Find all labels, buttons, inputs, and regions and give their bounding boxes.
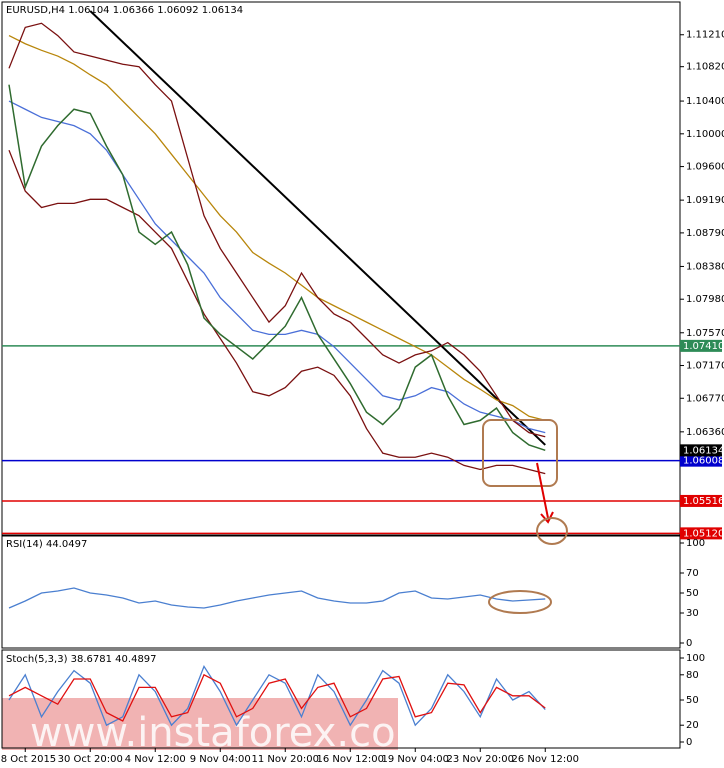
y-tick-label: 1.10820 xyxy=(686,62,724,73)
x-tick-label: 4 Nov 12:00 xyxy=(125,754,186,765)
level-label: 1.05120 xyxy=(683,528,724,539)
x-tick-label: 16 Nov 12:00 xyxy=(317,754,384,765)
y-tick-label: 1.06360 xyxy=(686,427,724,438)
level-box xyxy=(680,494,722,507)
y-tick-label: 1.07980 xyxy=(686,294,724,305)
y-tick-label: 0 xyxy=(686,638,692,649)
y-tick-label: 100 xyxy=(686,538,705,549)
series-line xyxy=(8,664,546,727)
level-label: 1.06008 xyxy=(683,456,724,467)
y-tick-label: 0 xyxy=(686,737,692,748)
series-line xyxy=(8,84,546,452)
y-tick-label: 80 xyxy=(686,670,699,681)
rsi-title: RSI(14) 44.0497 xyxy=(6,539,87,550)
series-line xyxy=(8,22,546,438)
arrow-head xyxy=(540,511,554,524)
y-tick-label: 70 xyxy=(686,568,699,579)
y-tick-label: 30 xyxy=(686,608,699,619)
y-tick-label: 1.11210 xyxy=(686,30,724,41)
series-line xyxy=(8,587,546,609)
trendline xyxy=(89,10,546,446)
highlight-box xyxy=(482,419,558,487)
main-pane xyxy=(1,1,681,536)
main-title: EURUSD,H4 1.06104 1.06366 1.06092 1.0613… xyxy=(6,5,243,16)
level-box xyxy=(680,454,722,467)
y-tick-label: 50 xyxy=(686,695,699,706)
y-tick-label: 1.08380 xyxy=(686,261,724,272)
series-line xyxy=(8,34,546,422)
x-tick-label: 23 Nov 20:00 xyxy=(447,754,514,765)
target-circle xyxy=(536,517,568,545)
rsi-pane xyxy=(1,535,681,649)
x-tick-label: 9 Nov 04:00 xyxy=(190,754,251,765)
x-tick-label: 28 Oct 2015 xyxy=(0,754,56,765)
price-label: 1.06134 xyxy=(683,445,724,456)
arrow xyxy=(536,462,549,519)
y-tick-label: 1.09190 xyxy=(686,195,724,206)
x-tick-label: 26 Nov 12:00 xyxy=(512,754,579,765)
stoch-pane xyxy=(1,649,681,749)
series-line xyxy=(8,673,546,722)
watermark-band xyxy=(2,698,398,750)
rsi-circle xyxy=(488,590,552,614)
level-box xyxy=(680,339,722,352)
level-label: 1.05516 xyxy=(683,496,724,507)
y-tick-label: 1.07170 xyxy=(686,361,724,372)
x-tick-label: 19 Nov 04:00 xyxy=(382,754,449,765)
y-tick-label: 1.08790 xyxy=(686,228,724,239)
x-tick-label: 30 Oct 20:00 xyxy=(58,754,123,765)
stoch-title: Stoch(5,3,3) 38.6781 40.4897 xyxy=(6,654,157,665)
y-tick-label: 1.10400 xyxy=(686,96,724,107)
price-box xyxy=(680,444,722,457)
y-tick-label: 1.06770 xyxy=(686,393,724,404)
level-label: 1.07410 xyxy=(683,341,724,352)
x-tick-label: 11 Nov 20:00 xyxy=(252,754,319,765)
y-tick-label: 1.10000 xyxy=(686,129,724,140)
series-line xyxy=(8,149,546,475)
y-tick-label: 20 xyxy=(686,720,699,731)
y-tick-label: 100 xyxy=(686,653,705,664)
level-box xyxy=(680,527,722,540)
y-tick-label: 1.07570 xyxy=(686,328,724,339)
y-tick-label: 50 xyxy=(686,588,699,599)
y-tick-label: 1.09600 xyxy=(686,162,724,173)
